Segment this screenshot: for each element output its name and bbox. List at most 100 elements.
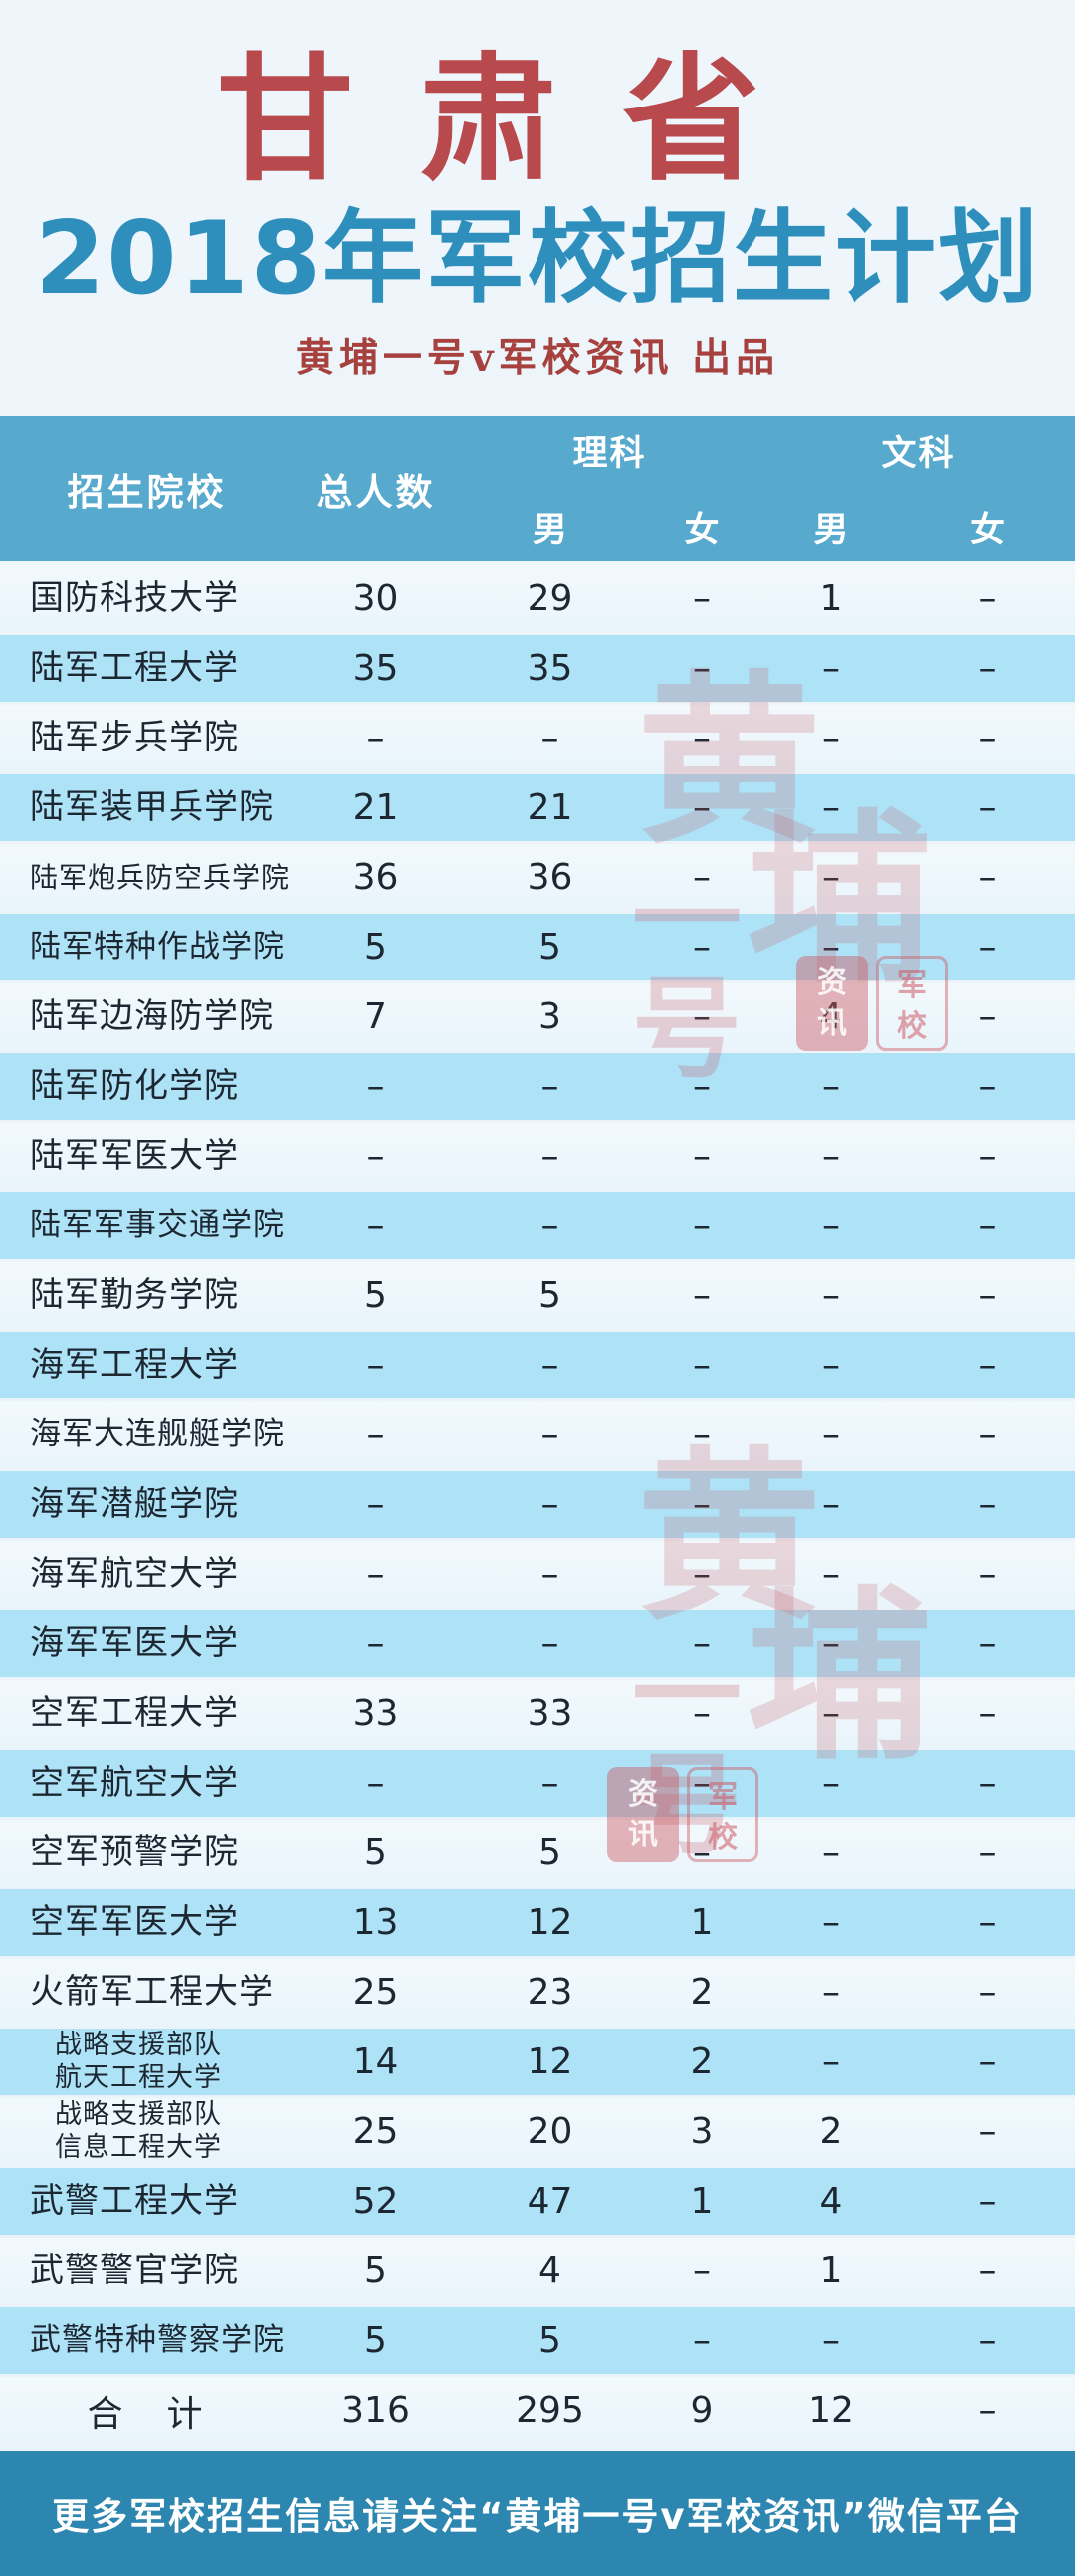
column-header-science-male: 男 bbox=[532, 511, 567, 550]
cell-arts-female: – bbox=[978, 1484, 997, 1525]
cell-science-female: – bbox=[693, 1275, 711, 1316]
cell-arts-female: – bbox=[978, 718, 997, 758]
table-row: 陆军步兵学院 – – – – – bbox=[0, 705, 1075, 771]
cell-science-female: – bbox=[693, 1345, 711, 1386]
cell-arts-female: – bbox=[978, 2251, 997, 2291]
cell-science-female: – bbox=[693, 1414, 711, 1455]
cell-total: 33 bbox=[352, 1693, 399, 1734]
cell-science-male: – bbox=[540, 1554, 559, 1595]
table-row: 海军航空大学 – – – – – bbox=[0, 1541, 1075, 1608]
table-row: 陆军防化学院 – – – – – bbox=[0, 1053, 1075, 1120]
table-row: 陆军勤务学院 5 5 – – – bbox=[0, 1262, 1075, 1329]
table-row: 海军潜艇学院 – – – – – bbox=[0, 1471, 1075, 1538]
cell-science-female: – bbox=[693, 718, 711, 758]
cell-total: 25 bbox=[352, 1972, 399, 2013]
table-row: 武警工程大学 52 47 1 4 – bbox=[0, 2168, 1075, 2235]
cell-total: 30 bbox=[352, 578, 399, 619]
cell-total: 5 bbox=[364, 1275, 387, 1316]
cell-total: 21 bbox=[352, 787, 399, 828]
cell-arts-female: – bbox=[978, 1136, 997, 1177]
cell-science-male: – bbox=[540, 1345, 559, 1386]
cell-science-male: – bbox=[540, 1414, 559, 1455]
cell-science-female: 2 bbox=[690, 1972, 714, 2013]
column-header-arts-male: 男 bbox=[813, 511, 849, 550]
cell-total: 36 bbox=[352, 857, 399, 898]
cell-science-male: 23 bbox=[527, 1972, 573, 2013]
total-row: 合 计 316 295 9 12 – bbox=[0, 2377, 1075, 2444]
cell-science-female: 1 bbox=[690, 2181, 714, 2222]
cell-arts-male: – bbox=[822, 1763, 840, 1804]
cell-science-female: – bbox=[693, 1623, 711, 1664]
table-row: 空军航空大学 – – – – – bbox=[0, 1750, 1075, 1817]
school-name: 陆军防化学院 bbox=[30, 1066, 239, 1107]
cell-science-male: 5 bbox=[538, 927, 561, 967]
table-row: 武警特种警察学院 5 5 – – – bbox=[0, 2307, 1075, 2374]
cell-total: – bbox=[366, 1414, 385, 1455]
cell-arts-male: 4 bbox=[819, 2181, 843, 2222]
cell-total: 14 bbox=[352, 2041, 399, 2082]
cell-arts-male: – bbox=[822, 1136, 840, 1177]
cell-arts-male: 1 bbox=[819, 578, 843, 619]
cell-arts-female: – bbox=[978, 1972, 997, 2013]
cell-arts-female: – bbox=[978, 1693, 997, 1734]
cell-science-female: – bbox=[693, 1763, 711, 1804]
cell-arts-male: – bbox=[822, 1693, 840, 1734]
cell-arts-male: – bbox=[822, 927, 840, 967]
cell-science-female: – bbox=[693, 2320, 711, 2361]
column-header-arts: 文科 bbox=[881, 434, 956, 474]
cell-total: 5 bbox=[364, 2251, 387, 2291]
cell-science-male: 36 bbox=[527, 857, 573, 898]
column-header-school: 招生院校 bbox=[67, 471, 227, 514]
cell-science-female: – bbox=[693, 787, 711, 828]
school-name: 海军大连舰艇学院 bbox=[30, 1415, 285, 1452]
table-row: 陆军工程大学 35 35 – – – bbox=[0, 635, 1075, 702]
cell-science-male: 20 bbox=[527, 2111, 573, 2152]
cell-arts-male: – bbox=[822, 1623, 840, 1664]
cell-arts-female: – bbox=[978, 578, 997, 619]
cell-arts-male: – bbox=[822, 1554, 840, 1595]
cell-arts-male: – bbox=[822, 1275, 840, 1316]
school-name: 海军军医大学 bbox=[30, 1623, 239, 1664]
cell-arts-male: 1 bbox=[819, 2251, 843, 2291]
cell-arts-female: – bbox=[978, 1066, 997, 1107]
total-science-female: 9 bbox=[690, 2390, 714, 2431]
cell-science-female: – bbox=[693, 1832, 711, 1873]
column-group-science: 理科 男 女 bbox=[458, 416, 761, 561]
cell-arts-male: – bbox=[822, 718, 840, 758]
cell-total: – bbox=[366, 718, 385, 758]
cell-arts-male: – bbox=[822, 1414, 840, 1455]
page-header: 甘肃省 2018年军校招生计划 黄埔一号v军校资讯 出品 bbox=[0, 0, 1075, 416]
cell-total: – bbox=[366, 1136, 385, 1177]
cell-total: 25 bbox=[352, 2111, 399, 2152]
page-title: 甘肃省 bbox=[216, 40, 826, 200]
cell-science-female: – bbox=[693, 1484, 711, 1525]
cell-arts-female: – bbox=[978, 1763, 997, 1804]
column-header-science: 理科 bbox=[572, 434, 647, 474]
cell-science-male: 12 bbox=[527, 2041, 573, 2082]
cell-science-male: 12 bbox=[527, 1902, 573, 1943]
cell-arts-male: – bbox=[822, 1972, 840, 2013]
table-row: 空军工程大学 33 33 – – – bbox=[0, 1680, 1075, 1747]
column-header-arts-female: 女 bbox=[969, 511, 1005, 550]
table-row: 陆军边海防学院 7 3 – 4 – bbox=[0, 983, 1075, 1050]
cell-total: 35 bbox=[352, 648, 399, 689]
table-row: 海军军医大学 – – – – – bbox=[0, 1610, 1075, 1677]
table-row: 武警警官学院 5 4 – 1 – bbox=[0, 2238, 1075, 2304]
cell-science-male: 21 bbox=[527, 787, 573, 828]
cell-science-male: 33 bbox=[527, 1693, 573, 1734]
cell-science-female: – bbox=[693, 1205, 711, 1246]
cell-arts-female: – bbox=[978, 1414, 997, 1455]
school-name: 陆军步兵学院 bbox=[30, 718, 239, 758]
school-name: 海军潜艇学院 bbox=[30, 1484, 239, 1525]
cell-total: 5 bbox=[364, 2320, 387, 2361]
table-row: 战略支援部队 航天工程大学 14 12 2 – – bbox=[0, 2029, 1075, 2095]
cell-arts-female: – bbox=[978, 1554, 997, 1595]
cell-arts-female: – bbox=[978, 1275, 997, 1316]
cell-science-male: – bbox=[540, 718, 559, 758]
cell-science-male: 4 bbox=[538, 2251, 561, 2291]
total-label: 合 计 bbox=[87, 2393, 207, 2435]
cell-science-male: – bbox=[540, 1205, 559, 1246]
cell-science-female: – bbox=[693, 1136, 711, 1177]
school-name: 陆军勤务学院 bbox=[30, 1275, 239, 1316]
